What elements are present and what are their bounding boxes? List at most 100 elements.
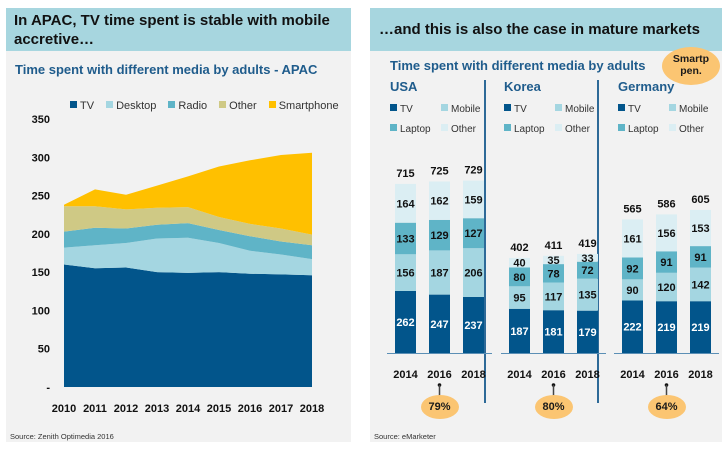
legend-item-mobile: Mobile <box>555 104 594 115</box>
y-tick-label: 300 <box>32 152 50 164</box>
bar-segment-laptop <box>690 246 711 268</box>
legend-item-desktop: Desktop <box>106 100 156 112</box>
bar-data-label: 179 <box>578 327 596 339</box>
legend-label: TV <box>628 104 641 115</box>
area-other <box>64 206 312 246</box>
bar-segment-mobile <box>622 279 643 301</box>
y-tick-label: 250 <box>32 191 50 203</box>
area-smartphone <box>64 152 312 235</box>
bar-total-label: 419 <box>578 238 596 250</box>
bar-data-label: 247 <box>430 319 448 331</box>
x-tick-label: 2016 <box>654 369 678 381</box>
bar-segment-mobile <box>509 286 530 309</box>
legend-label: Radio <box>178 100 208 112</box>
bar-data-label: 33 <box>581 253 593 265</box>
bar-data-label: 164 <box>396 198 415 210</box>
legend-swatch-other <box>441 124 448 131</box>
legend-label: TV <box>400 104 413 115</box>
bar-segment-tv <box>690 301 711 353</box>
x-tick-label: 2012 <box>114 403 138 415</box>
legend-item-tv: TV <box>70 100 94 112</box>
bar-segment-laptop <box>509 267 530 287</box>
legend-label: Other <box>679 124 705 135</box>
markets-chart-title: Time spent with different media by adult… <box>390 58 646 73</box>
bar-data-label: 219 <box>691 322 709 334</box>
bar-segment-other <box>429 181 450 220</box>
y-tick-label: 50 <box>38 344 50 356</box>
apac-panel-header: In APAC, TV time spent is stable with mo… <box>6 8 351 51</box>
bar-segment-laptop <box>429 219 450 251</box>
area-tv <box>64 264 312 387</box>
bar-segment-laptop <box>656 251 677 273</box>
x-tick-label: 2018 <box>461 369 485 381</box>
bar-total-label: 565 <box>623 203 641 215</box>
x-tick-label: 2016 <box>541 369 565 381</box>
bar-segment-tv <box>622 300 643 353</box>
legend-item-radio: Radio <box>168 100 207 112</box>
bar-segment-other <box>395 183 416 223</box>
legend-item-smartphone: Smartphone <box>268 100 339 112</box>
bar-segment-laptop <box>463 218 484 249</box>
legend-swatch-tv <box>618 104 625 111</box>
bar-segment-other <box>463 180 484 219</box>
bar-data-label: 72 <box>581 265 593 277</box>
bar-data-label: 91 <box>694 252 706 264</box>
country-title-usa: USA <box>390 79 418 94</box>
x-tick-label: 2014 <box>507 369 532 381</box>
bar-data-label: 156 <box>657 228 675 240</box>
legend-label: Mobile <box>565 104 595 115</box>
legend-label: Laptop <box>514 124 545 135</box>
country-title-germany: Germany <box>618 79 675 94</box>
bar-data-label: 222 <box>623 322 641 334</box>
bar-total-label: 725 <box>430 166 448 178</box>
y-tick-label: 150 <box>32 267 50 279</box>
bar-total-label: 402 <box>510 242 528 254</box>
apac-area-chart: - 50 100 150 200 250 300 350 2010 2011 2012 2013 201… <box>32 114 325 415</box>
markets-panel: …and this is also the case in mature mar… <box>370 8 722 442</box>
smartphone-penetration-legend-badge: Smartp pen. <box>662 47 720 85</box>
legend-swatch-radio <box>168 101 176 108</box>
bar-segment-laptop <box>395 222 416 255</box>
bar-data-label: 206 <box>464 268 482 280</box>
bar-data-label: 129 <box>430 230 448 242</box>
legend-label: Laptop <box>628 124 659 135</box>
legend-swatch-laptop <box>504 124 511 131</box>
legend-item-other: Other <box>441 124 476 135</box>
bar-data-label: 40 <box>513 258 525 270</box>
legend-label: Other <box>229 100 257 112</box>
bar-segment-tv <box>543 310 564 353</box>
bar-data-label: 187 <box>510 326 528 338</box>
bar-segment-other <box>656 214 677 252</box>
legend-swatch-laptop <box>618 124 625 131</box>
legend-swatch-tv <box>70 101 77 108</box>
legend-swatch-desktop <box>106 101 114 108</box>
bar-data-label: 92 <box>626 263 638 275</box>
bar-segment-laptop <box>577 261 598 279</box>
bar-data-label: 90 <box>626 285 638 297</box>
area-radio <box>64 223 312 260</box>
x-tick-label: 2018 <box>300 403 324 415</box>
x-tick-label: 2018 <box>688 369 712 381</box>
bar-total-label: 586 <box>657 198 675 210</box>
legend-label: Mobile <box>679 104 709 115</box>
legend-item-other: Other <box>219 100 257 112</box>
bar-data-label: 153 <box>691 223 709 235</box>
legend-swatch-mobile <box>669 104 676 111</box>
bar-segment-other <box>577 253 598 262</box>
legend-swatch-tv <box>504 104 511 111</box>
legend-label: TV <box>514 104 527 115</box>
legend-item-tv: TV <box>390 104 413 115</box>
bar-segment-other <box>622 219 643 258</box>
bar-data-label: 117 <box>545 291 563 303</box>
bar-data-label: 127 <box>464 228 482 240</box>
divider-usa-korea <box>484 80 486 403</box>
legend-swatch-laptop <box>390 124 397 131</box>
bar-data-label: 219 <box>657 322 675 334</box>
bar-data-label: 159 <box>464 194 482 206</box>
legend-label: TV <box>80 100 95 112</box>
y-tick-label: - <box>46 382 50 394</box>
x-tick-label: 2011 <box>83 403 107 415</box>
bar-data-label: 142 <box>691 279 709 291</box>
x-tick-label: 2015 <box>207 403 231 415</box>
legend-label: Smartphone <box>278 100 339 112</box>
